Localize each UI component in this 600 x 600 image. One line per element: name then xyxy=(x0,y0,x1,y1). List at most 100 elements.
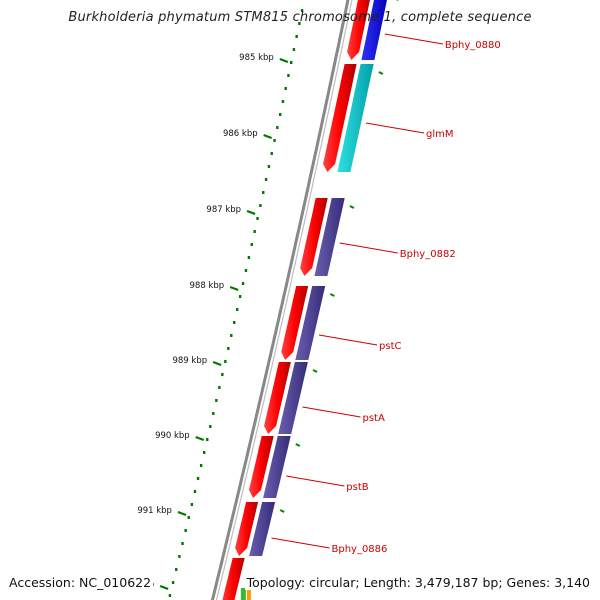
map-title: Burkholderia phymatum STM815 chromosome … xyxy=(68,10,532,25)
ruler-tick xyxy=(177,510,187,517)
ruler-dot xyxy=(221,373,224,376)
topology-text: Topology: circular; Length: 3,479,187 bp… xyxy=(244,575,592,590)
label-leader xyxy=(318,334,378,346)
ruler-dot xyxy=(300,9,304,12)
ruler-label: 987 kbp xyxy=(206,205,241,215)
gene-label: Bphy_0886 xyxy=(331,544,387,555)
gene-tick xyxy=(279,509,285,513)
ruler-dot xyxy=(289,61,293,64)
ruler-dot xyxy=(262,191,265,194)
ruler-dot xyxy=(295,35,298,38)
gene-label: Bphy_0880 xyxy=(445,40,501,51)
ruler-dot xyxy=(233,321,236,324)
ruler-label: 990 kbp xyxy=(155,431,190,441)
ruler-dot xyxy=(238,295,242,298)
cog-band xyxy=(314,198,345,276)
backbone-line xyxy=(210,0,350,600)
gene-tick xyxy=(312,369,318,373)
ruler-dot xyxy=(215,399,218,402)
ruler-dot xyxy=(218,386,221,389)
gene-tick xyxy=(329,293,335,297)
ruler-dot xyxy=(278,113,282,116)
ruler-dot xyxy=(206,438,209,441)
ruler-dot xyxy=(253,230,256,233)
ruler-dot xyxy=(287,74,290,77)
ruler-dot xyxy=(187,516,190,519)
ruler-dot xyxy=(178,555,181,558)
gene-tick xyxy=(295,443,301,447)
gene-label: pstC xyxy=(379,341,401,352)
ruler-dot xyxy=(270,152,273,155)
ruler-tick xyxy=(263,133,273,140)
ruler-dot xyxy=(190,503,194,506)
ruler-dot xyxy=(264,178,268,181)
ruler-dot xyxy=(298,22,301,25)
ruler-tick xyxy=(159,584,169,591)
gene-arrow xyxy=(249,436,274,498)
ruler-dot xyxy=(168,594,172,597)
cog-track xyxy=(240,0,399,600)
cog-band xyxy=(278,362,308,434)
gene-arrow xyxy=(323,64,357,172)
ruler-dot xyxy=(175,568,178,571)
ruler-tick xyxy=(229,285,239,292)
ruler-dot xyxy=(193,490,197,493)
ruler-dot xyxy=(212,412,215,415)
ruler-dot xyxy=(235,308,239,311)
gene-arrow xyxy=(235,502,259,556)
ruler-tick xyxy=(195,435,205,442)
ruler-tick xyxy=(279,57,289,64)
ruler-label: 989 kbp xyxy=(172,356,207,366)
ruler-dot xyxy=(281,100,285,103)
accession-text: Accession: NC_010622 xyxy=(7,575,154,590)
label-leader xyxy=(286,475,345,487)
ruler-label: 985 kbp xyxy=(239,53,274,63)
cog-band xyxy=(249,502,276,556)
ruler-dot xyxy=(250,243,253,246)
ruler-dot xyxy=(247,256,251,259)
gene-arrow xyxy=(281,286,309,360)
ruler-label: 986 kbp xyxy=(223,129,258,139)
ruler-dot xyxy=(241,282,245,285)
ruler-dot xyxy=(227,347,230,350)
gene-labels: Bphy_0880 glmM Bphy_0882 pstC pstA pstB Bphy_0… xyxy=(271,33,501,555)
partial-feature xyxy=(240,588,246,600)
gene-tick xyxy=(378,71,384,75)
gene-arrow xyxy=(300,198,328,276)
ruler-dot xyxy=(202,451,206,454)
ruler-dot xyxy=(181,542,184,545)
ruler-dot xyxy=(259,204,262,207)
ruler-dot xyxy=(199,464,203,467)
ruler-dot xyxy=(184,529,187,532)
label-leader xyxy=(302,406,361,418)
gene-label: glmM xyxy=(426,129,454,140)
backbone xyxy=(210,0,353,600)
ruler-dot xyxy=(230,334,233,337)
label-leader xyxy=(384,33,443,45)
gene-arrow xyxy=(264,362,291,434)
gene-label: Bphy_0882 xyxy=(400,249,456,260)
ruler-dot xyxy=(209,425,212,428)
ruler-dot xyxy=(196,477,200,480)
partial-feature xyxy=(246,590,251,600)
ruler-label: 988 kbp xyxy=(190,281,225,291)
ruler-dot xyxy=(224,360,227,363)
ruler-dot xyxy=(284,87,287,90)
cog-band xyxy=(295,286,326,360)
gene-arrow xyxy=(222,558,245,600)
ruler-label: 991 kbp xyxy=(137,506,172,516)
ruler-tick xyxy=(246,209,256,216)
ruler-track: 985 kbp 986 kbp 987 kbp 988 kbp 989 kbp 990 k… xyxy=(119,9,304,597)
ruler-tick xyxy=(212,360,222,367)
ruler-dot xyxy=(267,165,271,168)
ruler-dot xyxy=(244,269,248,272)
cog-band xyxy=(263,436,291,498)
ruler-dot xyxy=(171,581,175,584)
label-leader xyxy=(339,242,398,254)
ruler-dot xyxy=(273,139,276,142)
cog-band xyxy=(337,64,374,172)
label-leader xyxy=(271,537,330,549)
ruler-dot xyxy=(276,126,279,129)
backbone-highlight xyxy=(215,0,353,600)
